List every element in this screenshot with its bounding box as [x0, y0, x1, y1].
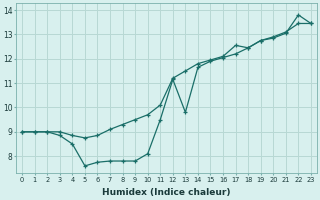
X-axis label: Humidex (Indice chaleur): Humidex (Indice chaleur) [102, 188, 231, 197]
